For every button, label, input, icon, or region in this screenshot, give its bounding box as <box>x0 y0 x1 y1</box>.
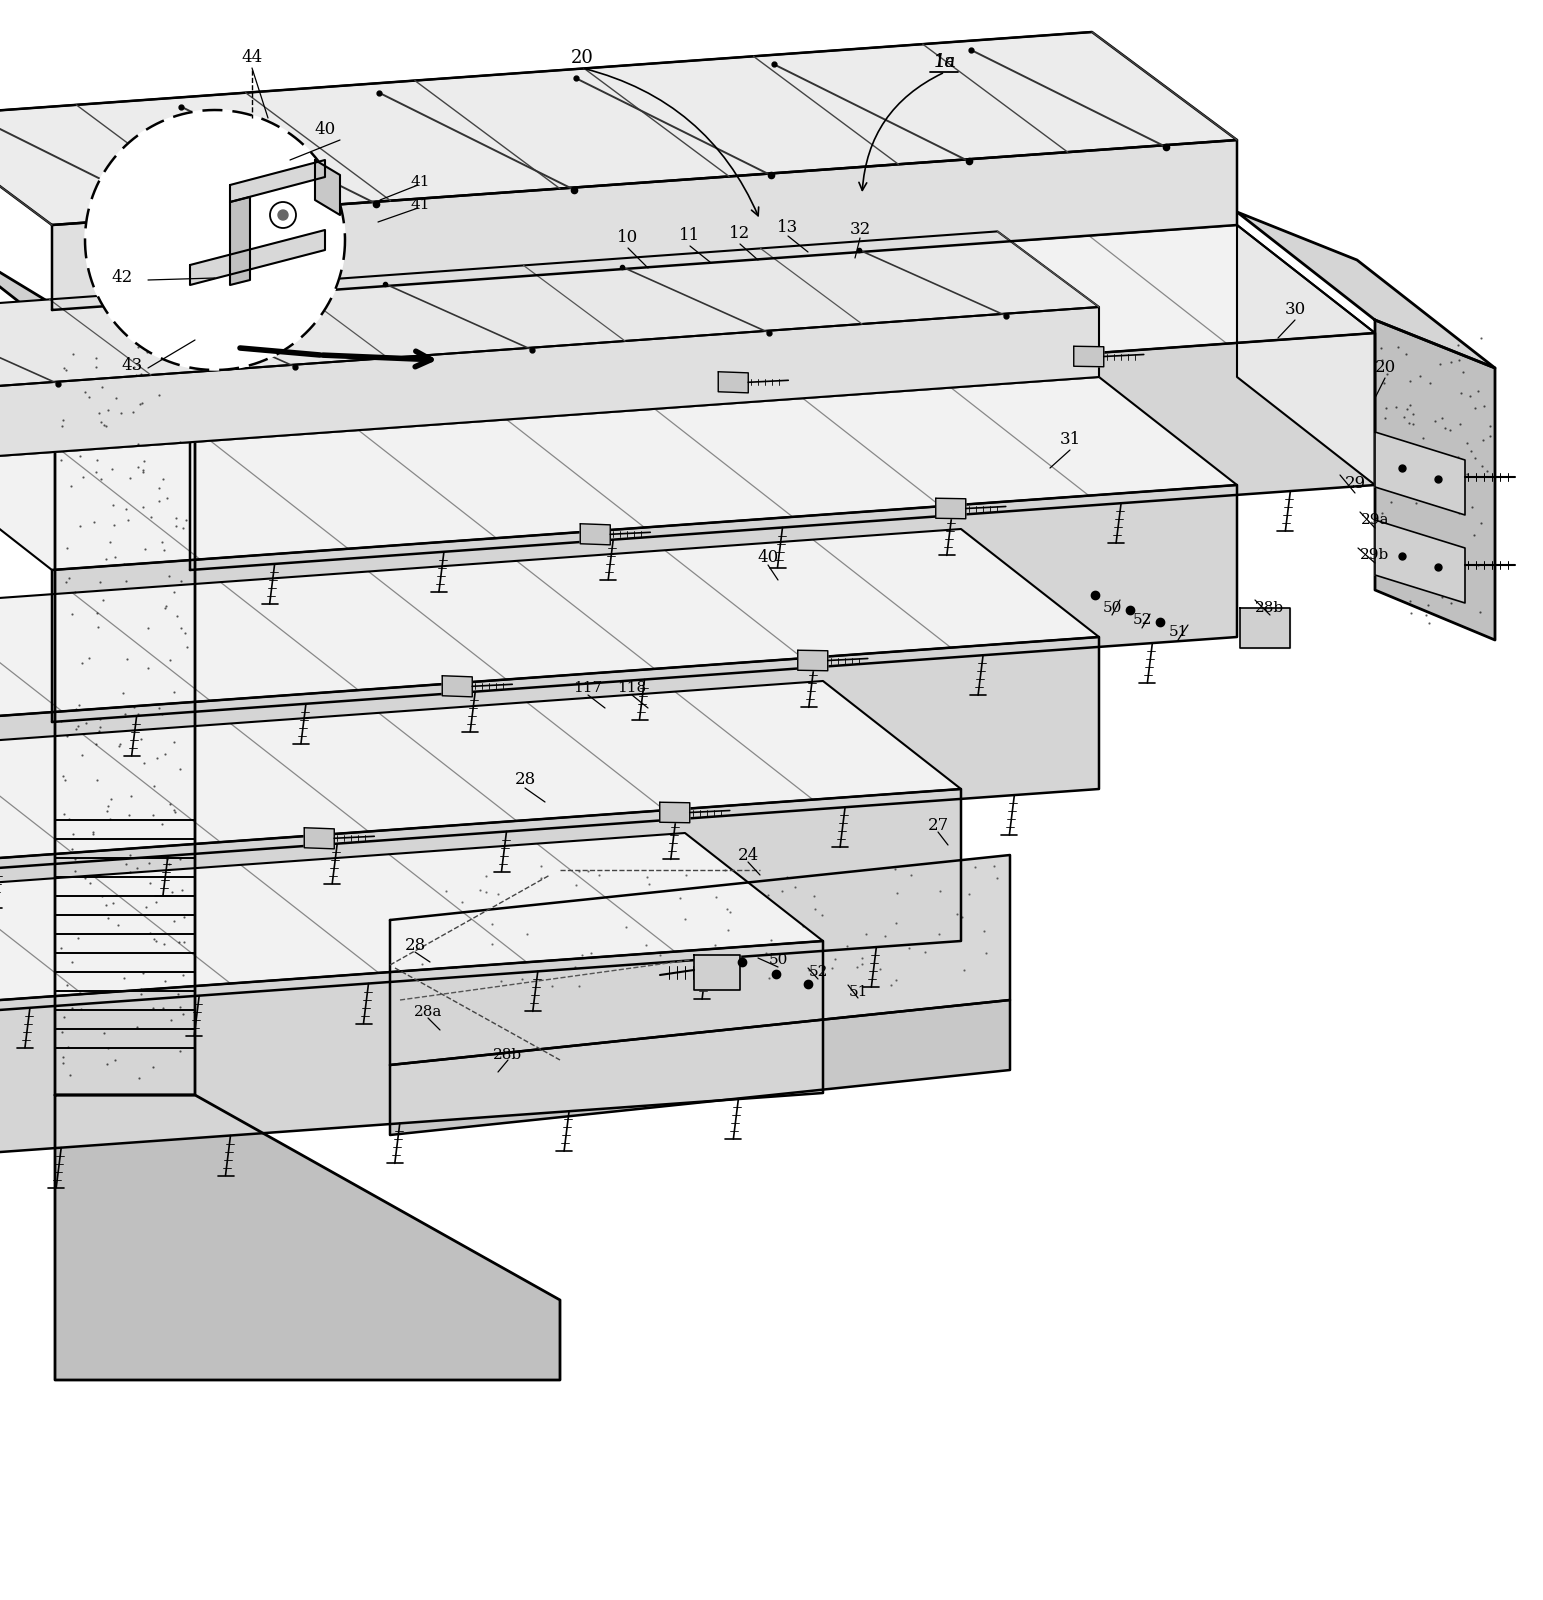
Text: 40: 40 <box>315 122 336 139</box>
Polygon shape <box>1375 320 1495 640</box>
Text: 29: 29 <box>1344 475 1366 493</box>
Polygon shape <box>1375 432 1464 515</box>
Polygon shape <box>1237 211 1495 368</box>
Polygon shape <box>660 802 690 822</box>
Polygon shape <box>0 378 1237 570</box>
Polygon shape <box>0 941 822 1178</box>
Polygon shape <box>304 827 335 850</box>
Text: 24: 24 <box>738 846 759 864</box>
Polygon shape <box>0 637 1099 874</box>
Polygon shape <box>0 222 194 414</box>
Polygon shape <box>935 498 966 518</box>
Text: 28a: 28a <box>414 1005 443 1019</box>
Polygon shape <box>0 682 961 874</box>
Polygon shape <box>0 789 961 1026</box>
Polygon shape <box>0 232 1099 392</box>
Polygon shape <box>315 160 339 214</box>
Text: 13: 13 <box>778 219 799 237</box>
Polygon shape <box>443 675 472 698</box>
Text: 31: 31 <box>1060 432 1080 448</box>
Text: 51: 51 <box>849 986 867 998</box>
Text: 42: 42 <box>111 269 133 286</box>
Text: 32: 32 <box>849 221 870 238</box>
Text: 52: 52 <box>809 965 827 979</box>
Polygon shape <box>230 160 326 202</box>
Polygon shape <box>0 32 1237 226</box>
Polygon shape <box>0 530 1099 722</box>
Polygon shape <box>1241 608 1290 648</box>
Polygon shape <box>717 371 748 394</box>
Text: 10: 10 <box>617 229 639 246</box>
Circle shape <box>278 210 289 219</box>
Text: 1a: 1a <box>934 53 957 70</box>
Text: 50: 50 <box>1102 602 1122 614</box>
Polygon shape <box>0 307 1099 462</box>
Text: 1a: 1a <box>934 53 957 70</box>
Text: 43: 43 <box>122 357 142 373</box>
Polygon shape <box>390 1000 1011 1134</box>
Polygon shape <box>190 333 1375 570</box>
Polygon shape <box>798 650 827 670</box>
Text: 28: 28 <box>404 936 426 954</box>
Text: 51: 51 <box>1168 626 1188 638</box>
Text: 28b: 28b <box>494 1048 523 1062</box>
Polygon shape <box>1375 520 1464 603</box>
Polygon shape <box>694 955 741 990</box>
Polygon shape <box>230 197 250 285</box>
Text: 12: 12 <box>730 226 750 243</box>
Text: 50: 50 <box>768 954 787 966</box>
Polygon shape <box>190 230 326 285</box>
Polygon shape <box>580 523 609 546</box>
Polygon shape <box>56 330 194 1094</box>
Text: 11: 11 <box>679 227 701 245</box>
Polygon shape <box>56 1094 560 1379</box>
Polygon shape <box>52 485 1237 722</box>
Text: 27: 27 <box>927 816 949 834</box>
Polygon shape <box>85 110 346 370</box>
Text: 28b: 28b <box>1256 602 1285 614</box>
Text: 118: 118 <box>617 682 647 694</box>
Text: 30: 30 <box>1284 301 1305 318</box>
Text: 41: 41 <box>410 174 430 189</box>
Polygon shape <box>52 226 1375 418</box>
Polygon shape <box>1074 346 1103 366</box>
Text: 20: 20 <box>571 50 594 67</box>
Text: 44: 44 <box>241 50 262 67</box>
Text: 29a: 29a <box>1361 514 1389 526</box>
Text: 40: 40 <box>758 549 779 566</box>
Polygon shape <box>52 141 1237 310</box>
Text: 41: 41 <box>410 198 430 211</box>
Text: 117: 117 <box>574 682 603 694</box>
Polygon shape <box>1237 226 1375 485</box>
Text: 52: 52 <box>1133 613 1151 627</box>
Polygon shape <box>0 834 822 1026</box>
Text: 20: 20 <box>1375 360 1395 376</box>
Polygon shape <box>390 854 1011 1066</box>
Text: 29b: 29b <box>1361 547 1390 562</box>
Text: 28: 28 <box>514 771 535 789</box>
